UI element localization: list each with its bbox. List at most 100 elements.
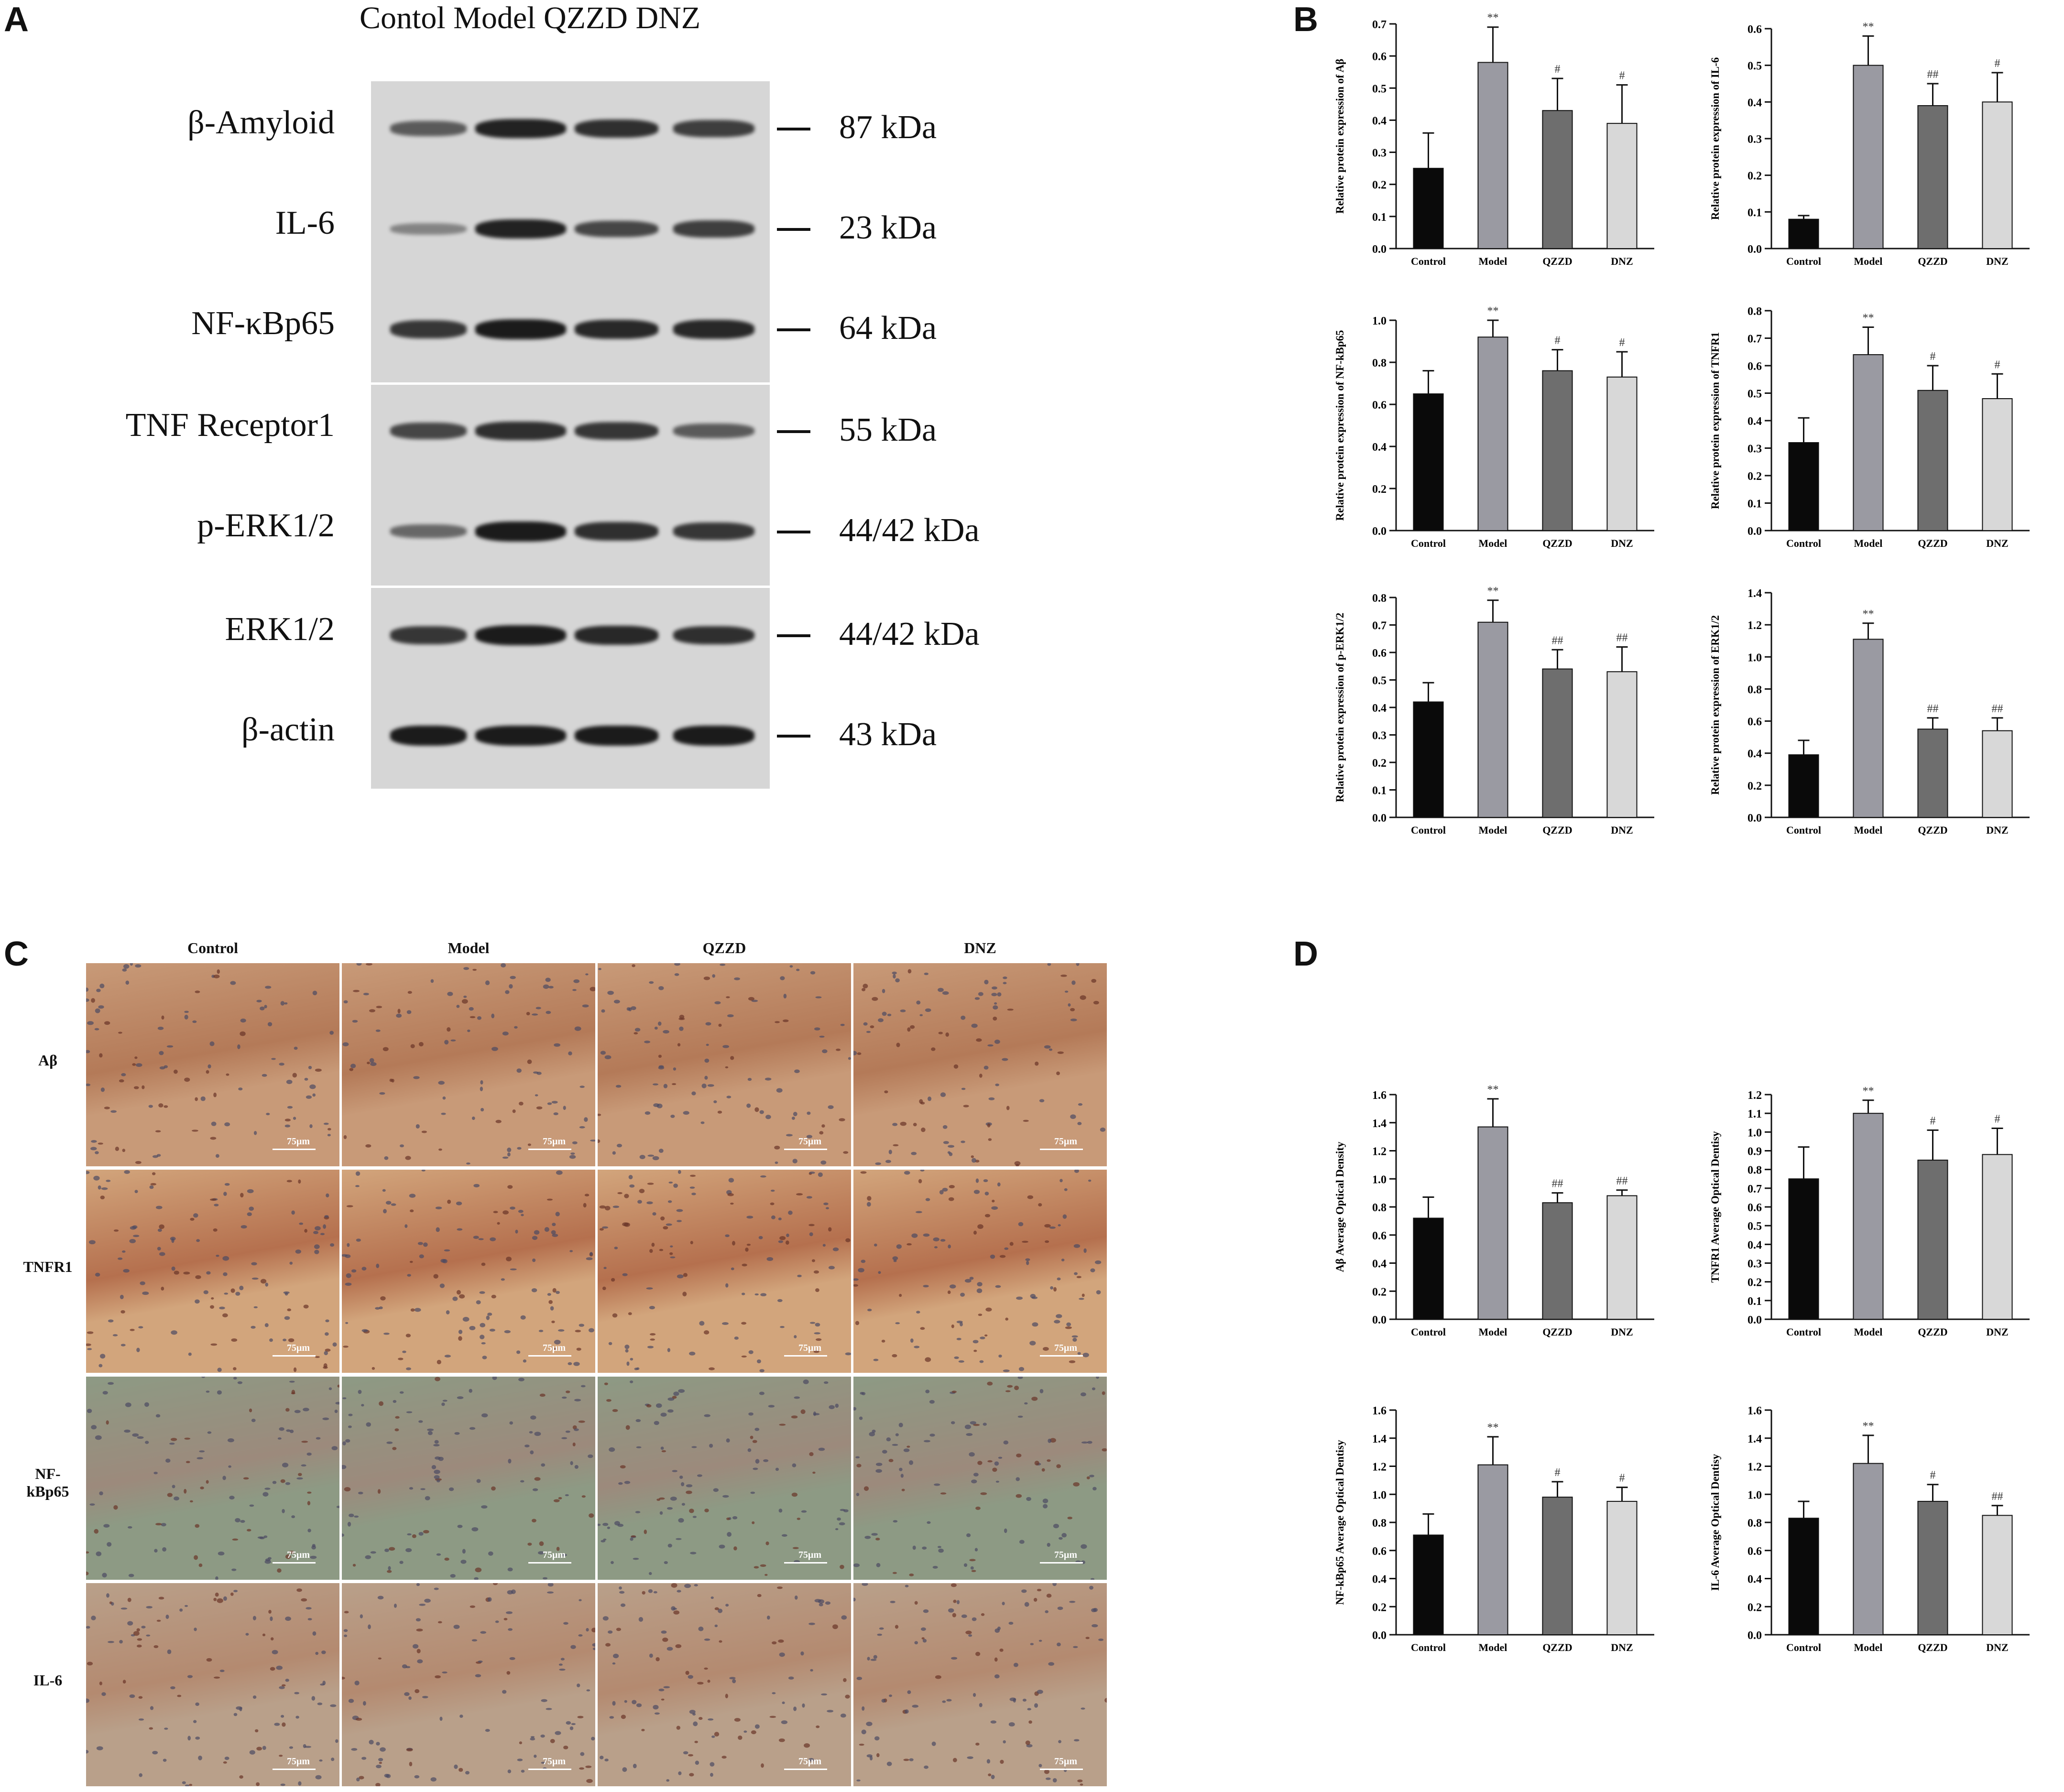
scale-bar [1040,1355,1083,1357]
y-tick-label: 1.0 [1372,1173,1387,1186]
scale-bar-label: 75μm [1054,1756,1077,1767]
bar [1542,668,1573,818]
y-tick-label: 1.6 [1372,1405,1387,1417]
y-tick-label: 1.0 [1747,652,1762,664]
bar [1788,442,1819,531]
y-tick-label: 1.2 [1747,619,1762,632]
x-category-label: Control [1786,1641,1821,1653]
y-tick-label: 1.0 [1372,315,1387,327]
x-category-label: Control [1411,824,1446,836]
y-tick-label: 0.2 [1372,1601,1387,1614]
ihc-column-label: Model [448,939,490,956]
y-tick-label: 0.2 [1372,179,1387,192]
x-category-label: QZZD [1918,255,1947,267]
blot-protein-label: TNF Receptor1 [125,406,335,444]
y-tick-label: 0.7 [1372,620,1387,632]
bar [1788,754,1819,818]
scale-bar-label: 75μm [1054,1550,1077,1560]
y-axis-label: Relative protein expression of TNFR1 [1709,332,1721,510]
y-tick-label: 0.6 [1372,399,1387,412]
ihc-column-label: DNZ [964,939,996,956]
y-tick-label: 1.2 [1747,1461,1762,1474]
molecular-weight-label: 44/42 kDa [839,511,980,549]
blot-band [475,219,566,239]
x-category-label: Control [1411,255,1446,267]
significance-marker: ## [1927,68,1939,81]
blot-band [475,422,566,440]
significance-marker: # [1555,1466,1561,1479]
scale-bar [528,1562,571,1564]
scale-bar-label: 75μm [543,1550,566,1560]
marker-tick [777,328,810,331]
bar [1413,1217,1444,1320]
molecular-weight-label: 64 kDa [839,310,937,347]
blot-strip [371,182,770,285]
y-tick-label: 0.5 [1372,83,1387,95]
scale-bar-label: 75μm [1054,1136,1077,1147]
bar [1477,1126,1508,1320]
molecular-weight-label: 43 kDa [839,716,937,753]
bar-chart: 0.0 0.1 0.2 0.3 0.4 0.5 0.6 Relative protein ex… [1695,14,2039,280]
scale-bar-label: 75μm [543,1136,566,1147]
bar-chart: 0.0 0.1 0.2 0.3 0.4 0.5 0.6 0.7 0.8 Relative prot… [1320,583,1664,848]
blot-band [673,726,754,746]
y-tick-label: 0.2 [1747,1601,1762,1614]
x-category-label: Model [1854,824,1883,836]
y-tick-label: 0.1 [1747,1295,1762,1308]
y-tick-label: 0.2 [1747,780,1762,793]
y-tick-label: 1.4 [1372,1118,1387,1130]
x-category-label: Model [1854,1641,1883,1653]
x-category-label: QZZD [1542,255,1572,267]
scale-bar [784,1355,827,1357]
significance-marker: # [1555,335,1561,347]
x-category-label: QZZD [1542,1326,1572,1338]
y-tick-label: 0.9 [1747,1146,1762,1158]
blot-protein-label: β-Amyloid [187,104,335,141]
significance-marker: ** [1863,312,1874,325]
blot-band [390,726,467,746]
blot-band [575,320,658,339]
bar [1542,110,1573,250]
blot-protein-label: p-ERK1/2 [197,507,335,544]
x-category-label: Model [1479,824,1507,836]
y-tick-label: 0.6 [1372,1545,1387,1558]
scale-bar-label: 75μm [798,1756,821,1767]
ihc-row-label: NF-kBp65 [26,1465,69,1500]
molecular-weight-label: 44/42 kDa [839,616,980,652]
x-category-label: Model [1854,255,1883,267]
x-category-label: Control [1411,1641,1446,1653]
x-category-label: DNZ [1986,1326,2008,1338]
y-tick-label: 0.3 [1372,730,1387,742]
bar [1606,1195,1638,1320]
y-tick-label: 0.8 [1372,1202,1387,1214]
marker-tick [777,735,810,738]
y-axis-label: Relative protein expression of IL-6 [1709,57,1721,220]
bar [1853,1463,1884,1635]
blot-band [475,319,566,339]
x-category-label: Model [1479,255,1507,267]
x-category-label: Control [1411,537,1446,549]
blot-band [390,524,467,538]
y-tick-label: 0.4 [1372,702,1387,715]
y-tick-label: 0.0 [1747,1314,1762,1326]
x-category-label: QZZD [1918,1641,1947,1653]
y-tick-label: 0.6 [1372,51,1387,63]
significance-marker: ** [1863,608,1874,620]
western-blot-panel: Contol Model QZZD DNZ β-Amyloid 87 kDa IL-… [0,0,1052,813]
y-tick-label: 1.4 [1747,587,1762,600]
scale-bar-label: 75μm [287,1136,310,1147]
blot-band [390,423,467,439]
bar [1477,621,1508,818]
bar [1542,1202,1573,1320]
scale-bar [784,1149,827,1150]
x-category-label: Control [1786,824,1821,836]
x-category-label: QZZD [1542,1641,1572,1653]
significance-marker: # [1619,337,1625,349]
blot-strip [371,588,770,691]
y-tick-label: 0.5 [1372,675,1387,687]
marker-tick [777,430,810,433]
blot-protein-label: IL-6 [275,205,335,241]
blot-band [575,220,658,238]
y-tick-label: 0.8 [1747,305,1762,318]
scale-bar [1040,1562,1083,1564]
